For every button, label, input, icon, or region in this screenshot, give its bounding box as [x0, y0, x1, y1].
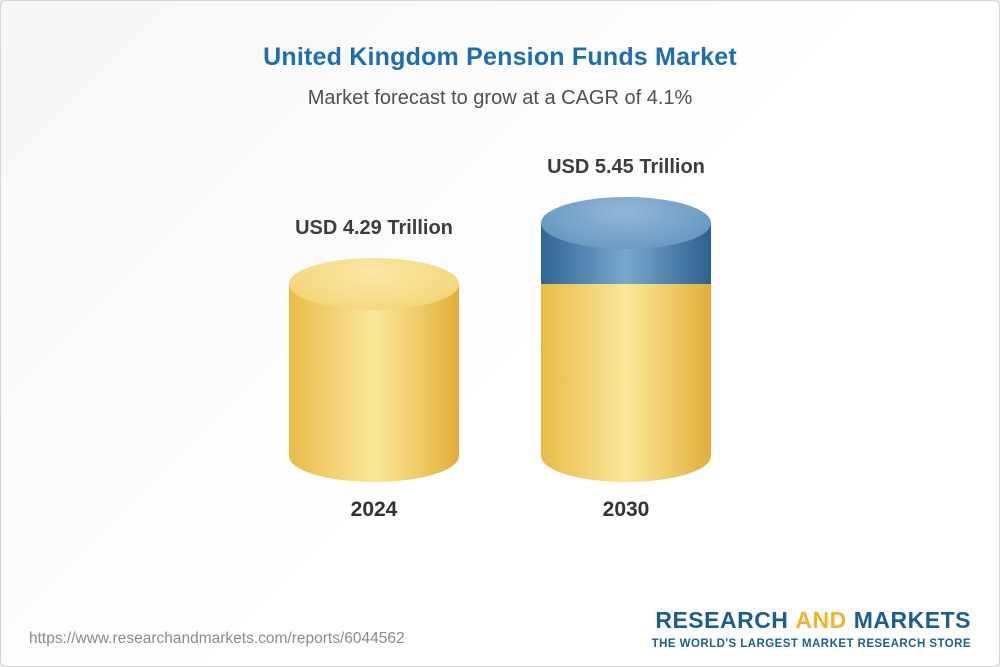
chart-subtitle: Market forecast to grow at a CAGR of 4.1… — [307, 87, 693, 109]
value-label-2030: USD 5.45 Trillion — [547, 156, 705, 178]
company-logo: RESEARCH AND MARKETS THE WORLD'S LARGEST… — [652, 607, 971, 650]
logo-tagline: THE WORLD'S LARGEST MARKET RESEARCH STOR… — [651, 638, 971, 650]
bar-group-2024: USD 4.29 Trillion 2024 — [289, 217, 459, 522]
chart-header: United Kingdom Pension Funds Market Mark… — [1, 1, 999, 110]
cylinder-2024-top-face — [289, 258, 459, 310]
logo-word-research: RESEARCH — [655, 607, 789, 633]
logo-word-and: AND — [795, 607, 847, 633]
chart-area: USD 4.29 Trillion 2024 USD 5.45 Trillion… — [1, 156, 999, 522]
axis-label-2024: 2024 — [350, 498, 398, 521]
cylinder-2024 — [289, 258, 459, 482]
axis-label-2030: 2030 — [602, 498, 650, 521]
logo-word-markets: MARKETS — [853, 607, 971, 633]
footer: https://www.researchandmarkets.com/repor… — [29, 607, 971, 650]
cylinder-2024-body — [289, 284, 459, 482]
report-url-link[interactable]: https://www.researchandmarkets.com/repor… — [29, 630, 405, 647]
logo-wordmark: RESEARCH AND MARKETS — [655, 607, 971, 634]
cylinder-2030-top-face — [541, 197, 711, 249]
chart-title: United Kingdom Pension Funds Market — [263, 43, 737, 71]
value-label-2024: USD 4.29 Trillion — [295, 217, 453, 239]
cylinder-2030 — [541, 197, 711, 482]
bar-group-2030: USD 5.45 Trillion 2030 — [541, 156, 711, 522]
